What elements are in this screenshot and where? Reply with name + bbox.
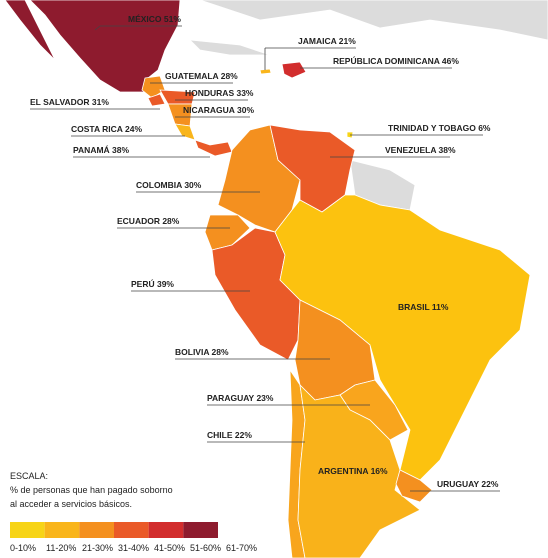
legend-swatch: [44, 522, 80, 538]
country-label: GUATEMALA 28%: [165, 71, 238, 81]
dominican-republic: [281, 61, 307, 79]
country-label: HONDURAS 33%: [185, 88, 254, 98]
country-label: EL SALVADOR 31%: [30, 97, 109, 107]
el-salvador: [147, 93, 166, 107]
legend-swatch: [10, 522, 45, 538]
jamaica: [259, 68, 272, 75]
country-label: MÉXICO 51%: [128, 14, 181, 24]
country-label: COSTA RICA 24%: [71, 124, 142, 134]
legend-range-label: 11-20%: [46, 543, 76, 553]
legend-scale: 0-10% 11-20% 21-30% 31-40% 41-50% 51-60% 61-70…: [10, 522, 257, 553]
legend-range-label: 21-30%: [82, 543, 113, 553]
country-label: PANAMÁ 38%: [73, 145, 129, 155]
legend-swatch: [114, 522, 149, 538]
country-label: BOLIVIA 28%: [175, 347, 229, 357]
legend-swatch: [148, 522, 184, 538]
country-label: PARAGUAY 23%: [207, 393, 274, 403]
country-label: ARGENTINA 16%: [318, 466, 388, 476]
country-label: ECUADOR 28%: [117, 216, 180, 226]
guatemala: [141, 75, 166, 99]
legend-description: % de personas que han pagado soborno: [10, 485, 173, 495]
panama: [194, 139, 233, 157]
legend-range-label: 31-40%: [118, 543, 149, 553]
legend-title: ESCALA:: [10, 471, 48, 481]
legend-range-label: 61-70%: [226, 543, 257, 553]
legend-swatch: [79, 522, 114, 538]
brazil: [274, 194, 531, 481]
legend-range-label: 0-10%: [10, 543, 36, 553]
country-label: REPÚBLICA DOMINICANA 46%: [333, 55, 459, 66]
country-label: URUGUAY 22%: [437, 479, 499, 489]
country-label: BRASIL 11%: [398, 302, 449, 312]
labels: MÉXICO 51% JAMAICA 21% REPÚBLICA DOMINICAN…: [30, 14, 500, 492]
legend-swatch: [183, 522, 218, 538]
legend-description: al acceder a servicios básicos.: [10, 499, 132, 509]
country-label: JAMAICA 21%: [298, 36, 356, 46]
countries: [4, 0, 531, 558]
uruguay: [395, 469, 433, 503]
country-label: VENEZUELA 38%: [385, 145, 456, 155]
country-label: CHILE 22%: [207, 430, 252, 440]
country-label: COLOMBIA 30%: [136, 180, 202, 190]
country-label: TRINIDAD Y TOBAGO 6%: [388, 123, 491, 133]
country-label: PERÚ 39%: [131, 278, 174, 289]
leader-line: [94, 25, 101, 31]
legend-range-label: 51-60%: [190, 543, 221, 553]
country-label: NICARAGUA 30%: [183, 105, 254, 115]
costa-rica: [174, 123, 196, 141]
legend-range-label: 41-50%: [154, 543, 185, 553]
